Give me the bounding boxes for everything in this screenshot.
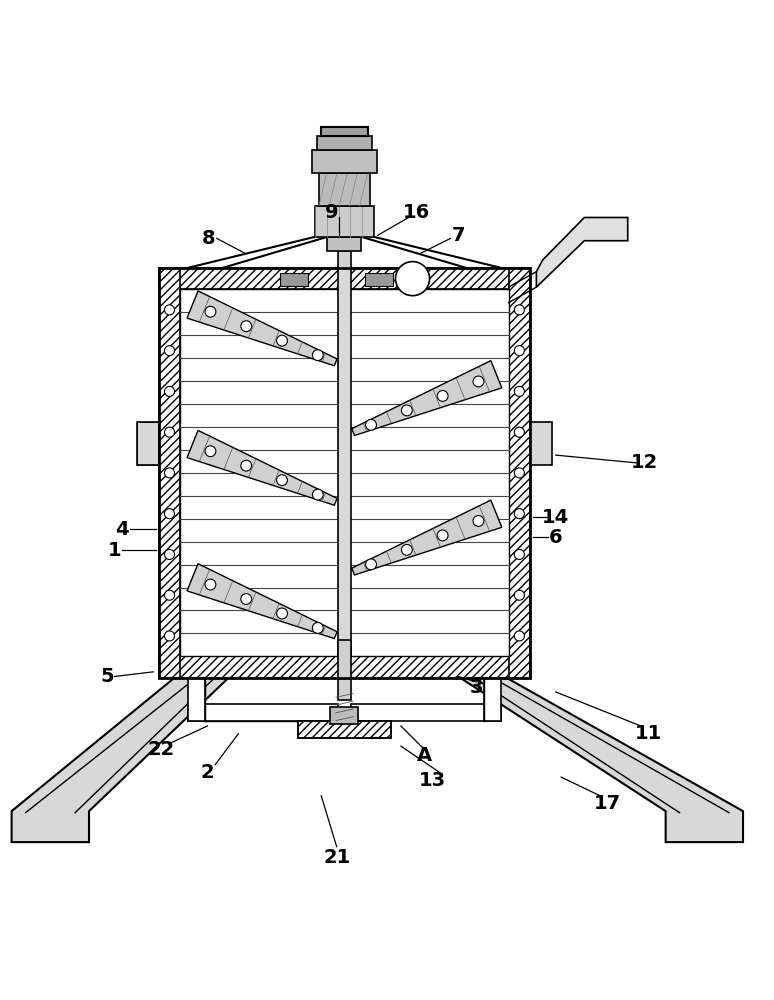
Polygon shape [351, 500, 502, 575]
Circle shape [437, 530, 448, 541]
Polygon shape [351, 361, 502, 435]
Bar [484, 678, 501, 721]
Polygon shape [187, 564, 337, 639]
Circle shape [473, 376, 484, 387]
Bar [351, 704, 501, 721]
Circle shape [313, 623, 324, 633]
Bar [338, 268, 351, 656]
Circle shape [402, 405, 413, 416]
Text: 17: 17 [594, 794, 622, 813]
Bar [298, 721, 391, 738]
Polygon shape [187, 430, 337, 505]
Circle shape [514, 468, 524, 478]
Circle shape [164, 346, 175, 356]
Bar [137, 422, 159, 465]
Text: 16: 16 [402, 203, 430, 222]
Circle shape [514, 305, 524, 315]
Circle shape [514, 427, 524, 437]
Bar [188, 678, 205, 721]
Bar [365, 273, 393, 286]
Circle shape [205, 579, 216, 590]
Bar [159, 268, 180, 678]
Circle shape [164, 427, 175, 437]
Circle shape [276, 475, 287, 486]
Polygon shape [536, 217, 628, 287]
Circle shape [514, 509, 524, 519]
Circle shape [396, 262, 430, 296]
Bar [317, 136, 372, 150]
Circle shape [241, 594, 252, 604]
Circle shape [164, 631, 175, 641]
Circle shape [313, 350, 324, 361]
Text: 11: 11 [635, 724, 663, 743]
Bar [159, 268, 530, 678]
Circle shape [402, 544, 413, 555]
Circle shape [164, 468, 175, 478]
Bar [315, 206, 374, 237]
Circle shape [241, 460, 252, 471]
Bar [159, 268, 530, 289]
Text: 2: 2 [200, 763, 214, 782]
Circle shape [164, 509, 175, 519]
Text: 5: 5 [100, 667, 114, 686]
Bar [188, 704, 338, 721]
Circle shape [514, 386, 524, 396]
Text: 1: 1 [108, 541, 122, 560]
Circle shape [365, 419, 376, 430]
Circle shape [514, 631, 524, 641]
Text: 21: 21 [323, 848, 351, 867]
Circle shape [205, 446, 216, 457]
Polygon shape [187, 291, 337, 366]
Circle shape [276, 608, 287, 619]
Circle shape [514, 549, 524, 559]
Text: 4: 4 [115, 520, 129, 539]
Bar [319, 173, 370, 206]
Bar [321, 127, 368, 136]
Text: 6: 6 [549, 528, 563, 547]
Text: 8: 8 [202, 229, 216, 248]
Bar [530, 422, 552, 465]
Bar [509, 268, 530, 678]
Text: 7: 7 [451, 226, 465, 245]
Circle shape [276, 335, 287, 346]
Circle shape [473, 516, 484, 526]
Polygon shape [461, 678, 743, 842]
Circle shape [514, 346, 524, 356]
Bar [338, 251, 351, 268]
Circle shape [205, 306, 216, 317]
Polygon shape [12, 678, 228, 842]
Text: 3: 3 [469, 678, 483, 697]
Circle shape [241, 321, 252, 332]
Bar [298, 721, 391, 738]
Circle shape [164, 549, 175, 559]
Bar [137, 422, 159, 465]
Text: A: A [416, 746, 432, 765]
Bar [312, 150, 377, 173]
Circle shape [437, 391, 448, 401]
Bar [180, 289, 509, 656]
Circle shape [313, 489, 324, 500]
Circle shape [164, 386, 175, 396]
Circle shape [164, 305, 175, 315]
Text: 13: 13 [418, 771, 446, 790]
Bar [159, 656, 530, 678]
Bar [330, 707, 358, 724]
Text: 12: 12 [630, 453, 658, 472]
Text: 9: 9 [324, 203, 338, 222]
Circle shape [514, 590, 524, 600]
Text: 14: 14 [542, 508, 570, 527]
Circle shape [164, 590, 175, 600]
Circle shape [365, 559, 376, 570]
Bar [280, 273, 308, 286]
Bar [327, 237, 361, 251]
Bar [338, 640, 351, 700]
Text: 22: 22 [147, 740, 175, 759]
